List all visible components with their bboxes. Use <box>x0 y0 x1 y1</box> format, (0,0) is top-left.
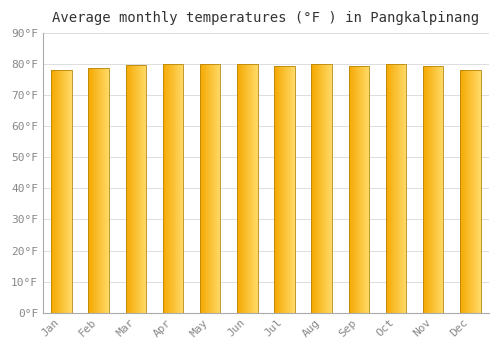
Bar <box>126 65 146 313</box>
Bar <box>423 66 444 313</box>
Title: Average monthly temperatures (°F ) in Pangkalpinang: Average monthly temperatures (°F ) in Pa… <box>52 11 480 25</box>
Bar <box>52 70 72 313</box>
Bar <box>386 64 406 313</box>
Bar <box>237 64 258 313</box>
Bar <box>274 66 294 313</box>
Bar <box>460 70 480 313</box>
Bar <box>163 64 184 313</box>
Bar <box>200 64 220 313</box>
Bar <box>312 64 332 313</box>
Bar <box>88 68 109 313</box>
Bar <box>348 66 369 313</box>
